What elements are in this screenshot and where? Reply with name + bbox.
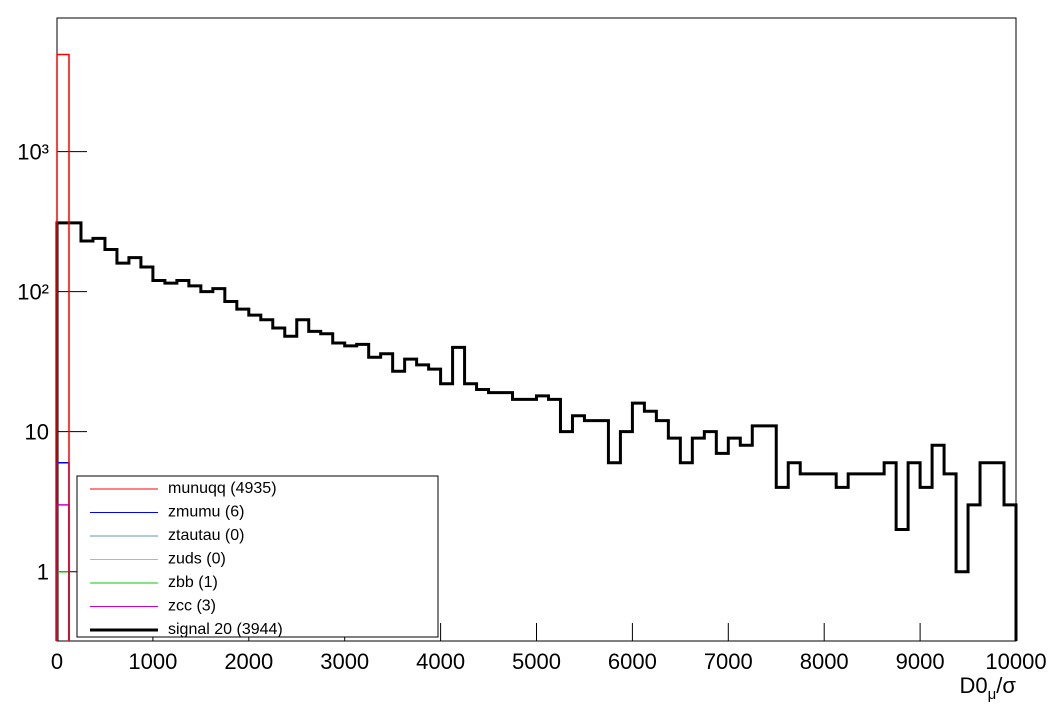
x-label-base: D0 — [960, 673, 988, 698]
plot-area — [55, 53, 1018, 641]
y-tick-label: 10³ — [17, 140, 49, 165]
x-tick-label: 10000 — [985, 649, 1046, 674]
y-tick-label: 10 — [25, 420, 49, 445]
y-tick-label: 1 — [37, 560, 49, 585]
x-tick-label: 4000 — [416, 649, 465, 674]
legend-label: zuds (0) — [168, 551, 226, 568]
legend-label: zcc (3) — [168, 598, 216, 615]
x-label-rest: /σ — [996, 673, 1016, 698]
legend-label: zmumu (6) — [168, 504, 244, 521]
x-tick-label: 5000 — [512, 649, 561, 674]
x-tick-label: 6000 — [608, 649, 657, 674]
x-tick-label: 1000 — [128, 649, 177, 674]
legend-label: munuqq (4935) — [168, 480, 277, 497]
legend-label: zbb (1) — [168, 574, 218, 591]
x-tick-label: 7000 — [704, 649, 753, 674]
y-tick-label: 10² — [17, 280, 49, 305]
x-tick-label: 0 — [51, 649, 63, 674]
x-tick-label: 2000 — [224, 649, 273, 674]
x-tick-label: 8000 — [800, 649, 849, 674]
legend-box — [76, 475, 439, 638]
x-axis-label: D0μ/σ — [960, 673, 1017, 703]
legend: munuqq (4935) zmumu (6) ztautau (0) zuds (0… — [90, 480, 283, 638]
legend-label: signal 20 (3944) — [168, 621, 283, 638]
x-label-sub: μ — [988, 686, 997, 703]
histogram-line — [55, 221, 1018, 641]
legend-label: ztautau (0) — [168, 527, 244, 544]
x-tick-label: 9000 — [896, 649, 945, 674]
histogram-line — [56, 53, 70, 641]
x-tick-label: 3000 — [320, 649, 369, 674]
